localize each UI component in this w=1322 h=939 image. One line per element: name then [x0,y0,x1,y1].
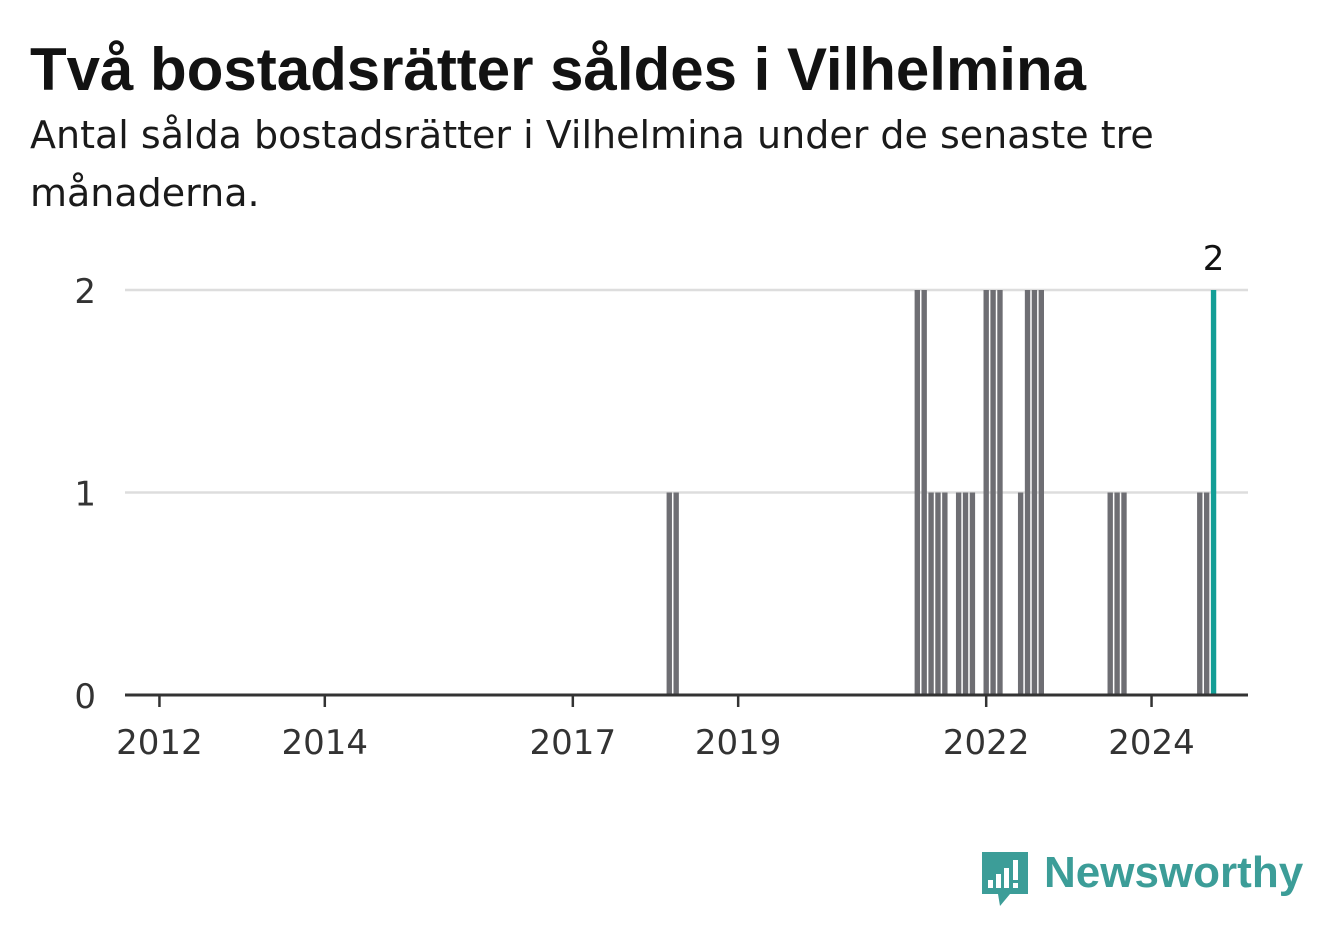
y-tick-label: 2 [74,272,96,312]
newsworthy-bar-chart-icon [982,852,1028,906]
chart-title: Två bostadsrätter såldes i Vilhelmina [30,36,1086,103]
bars [666,290,1217,695]
bar [928,492,934,695]
bar [997,290,1003,695]
bar-highlighted [1210,290,1217,695]
brand-name: Newsworthy [1044,848,1304,897]
bar [1114,492,1120,695]
data-label: 2 [1203,239,1225,279]
bar [983,290,989,695]
bar [1197,492,1203,695]
axes [125,693,1248,707]
bar [955,492,962,695]
bar [673,492,679,695]
labels: 0 1 2 2 2012 2014 2017 2019 2022 2024 [74,239,1224,763]
newsworthy-logo: Newsworthy [980,850,1303,912]
bar [666,492,672,695]
x-tick-label: 2019 [695,723,782,763]
bar [990,290,996,695]
y-tick-label: 0 [74,677,96,717]
x-tick-label: 2017 [530,723,617,763]
chart-subtitle: Antal sålda bostadsrätter i Vilhelmina u… [30,113,1154,215]
bar [969,492,976,695]
bar [914,290,920,695]
bar [1038,290,1044,695]
bar [1031,290,1038,695]
bar [921,290,927,695]
bar [1024,290,1031,695]
x-tick-label: 2012 [116,723,203,763]
bar [1107,492,1113,695]
bar [1203,492,1210,695]
x-tick-label: 2022 [943,723,1030,763]
bar [962,492,969,695]
gridlines [125,288,1248,494]
x-tick-label: 2014 [282,723,369,763]
y-tick-label: 1 [74,475,96,515]
bar [935,492,941,695]
bar [942,492,948,695]
bar [1121,492,1127,695]
bar [1017,492,1024,695]
x-tick-label: 2024 [1108,723,1195,763]
